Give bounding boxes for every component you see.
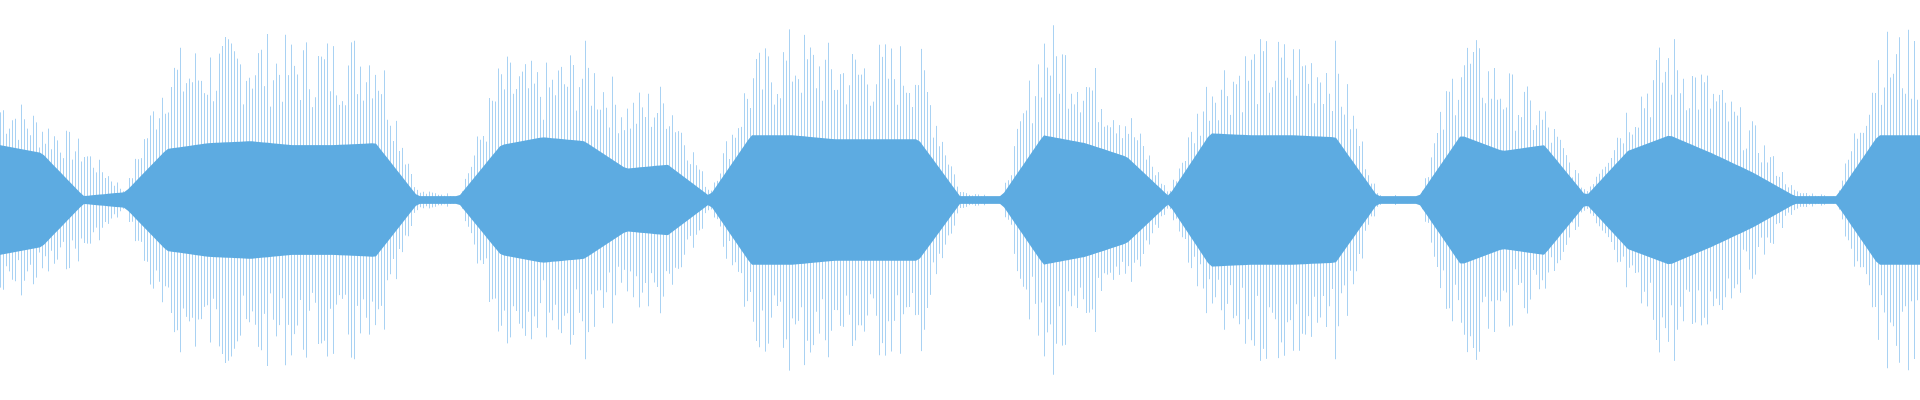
waveform-canvas [0,25,1920,375]
audio-waveform-view[interactable] [0,0,1920,400]
